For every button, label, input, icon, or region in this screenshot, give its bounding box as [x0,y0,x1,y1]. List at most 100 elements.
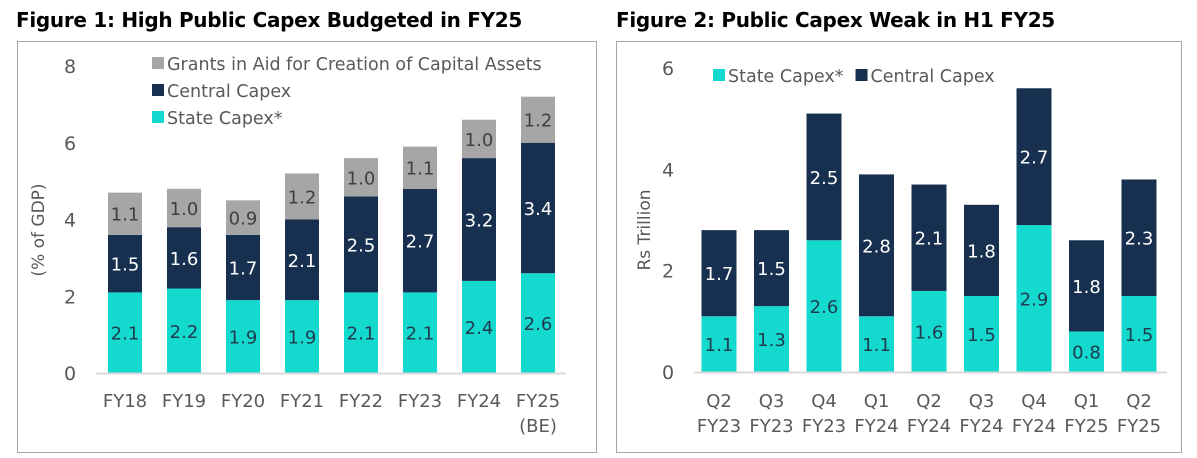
data-label-state: 2.6 [810,297,839,318]
data-label-central: 1.5 [757,259,786,280]
bar-state [859,316,894,372]
data-label-state: 2.9 [1020,290,1049,311]
y-tick-label: 8 [64,56,76,78]
figure-1-title: Figure 1: High Public Capex Budgeted in … [16,8,523,32]
x-tick-label: FY24 [457,391,501,412]
bar-state [462,280,496,373]
legend-label-state: State Capex* [167,109,283,129]
data-label-central: 2.5 [347,235,376,256]
x-tick-label: Q3 [759,391,785,412]
bar-central [806,113,842,241]
bar-central [108,234,142,293]
bar-central [403,188,437,293]
bar-central [859,174,894,317]
x-tick-sublabel: (BE) [519,416,557,437]
legend-swatch-central [152,84,164,96]
y-tick-label: 0 [64,363,76,385]
x-tick-label: FY25 [516,391,560,412]
data-label-central: 1.7 [705,264,734,285]
data-label-state: 1.1 [862,335,891,356]
data-label-state: 2.1 [406,324,435,345]
legend-swatch-state [713,69,725,81]
y-tick-label: 6 [64,133,76,155]
data-label-state: 1.6 [915,322,944,343]
x-tick-label: Q2 [706,391,732,412]
x-tick-label: FY18 [103,391,147,412]
bar-state [1016,225,1052,372]
bar-state [1121,296,1157,372]
bar-state [701,316,737,372]
data-label-grants: 1.0 [347,168,376,189]
data-label-state: 1.9 [288,328,317,349]
x-tick-label: Q2 [916,391,942,412]
legend-label-central: Central Capex [871,67,995,87]
x-tick-sublabel: FY25 [1117,416,1161,437]
data-label-central: 1.5 [111,255,140,276]
bar-state [403,292,437,373]
bar-central [1069,240,1104,332]
x-tick-sublabel: FY25 [1064,416,1108,437]
bar-grants [403,146,437,189]
data-label-state: 1.9 [229,328,258,349]
y-tick-label: 6 [662,58,674,80]
x-tick-sublabel: FY24 [1012,416,1056,437]
data-label-central: 2.1 [915,229,944,250]
y-axis-label: (% of GDP) [29,183,49,276]
legend-swatch-central [855,69,868,81]
bar-state [167,288,201,373]
data-label-grants: 1.2 [524,111,553,132]
data-label-grants: 1.1 [111,205,140,226]
bar-grants [108,192,142,235]
y-tick-label: 2 [662,261,674,283]
bar-grants [344,158,378,197]
bar-state [754,306,789,372]
data-label-central: 1.7 [229,258,258,279]
bar-state [344,292,378,373]
data-label-state: 2.1 [111,324,140,345]
bar-state [108,292,142,373]
data-label-state: 0.8 [1072,343,1101,364]
data-label-state: 2.2 [170,322,199,343]
bar-central [226,234,260,301]
x-tick-label: Q3 [969,391,995,412]
bar-central [167,227,201,289]
legend-label-state: State Capex* [728,67,844,87]
data-label-central: 2.3 [1125,229,1154,250]
bar-grants [167,188,201,228]
bar-state [806,240,842,372]
bar-central [521,142,555,274]
x-tick-label: Q1 [864,391,890,412]
data-label-central: 1.8 [1072,277,1101,298]
data-label-state: 1.1 [705,335,734,356]
data-label-central: 2.5 [810,168,839,189]
bar-state [964,296,999,372]
data-label-grants: 1.0 [170,199,199,220]
data-label-state: 1.5 [1125,325,1154,346]
x-tick-sublabel: FY24 [854,416,898,437]
data-label-state: 2.1 [347,324,376,345]
y-tick-label: 4 [662,159,674,181]
x-tick-sublabel: FY24 [959,416,1003,437]
data-label-grants: 1.2 [288,187,317,208]
data-label-central: 2.8 [862,236,891,257]
bar-state [521,273,555,373]
bar-grants [462,119,496,159]
bar-central [911,184,947,291]
data-label-grants: 0.9 [229,209,258,230]
legend-swatch-state [152,111,164,123]
data-label-central: 2.7 [406,232,435,253]
x-tick-sublabel: FY23 [802,416,846,437]
x-tick-label: FY23 [398,391,442,412]
data-label-state: 2.6 [524,314,553,335]
x-tick-label: Q4 [811,391,837,412]
x-tick-label: FY21 [280,391,324,412]
bar-state [911,290,947,372]
data-label-central: 1.8 [967,241,996,262]
bar-central [754,230,789,307]
data-label-central: 3.2 [465,211,494,232]
y-tick-label: 2 [64,286,76,308]
legend-label-central: Central Capex [167,82,291,102]
y-tick-label: 0 [662,362,674,384]
figure-2-title: Figure 2: Public Capex Weak in H1 FY25 [616,8,1055,32]
bar-grants [226,200,260,235]
